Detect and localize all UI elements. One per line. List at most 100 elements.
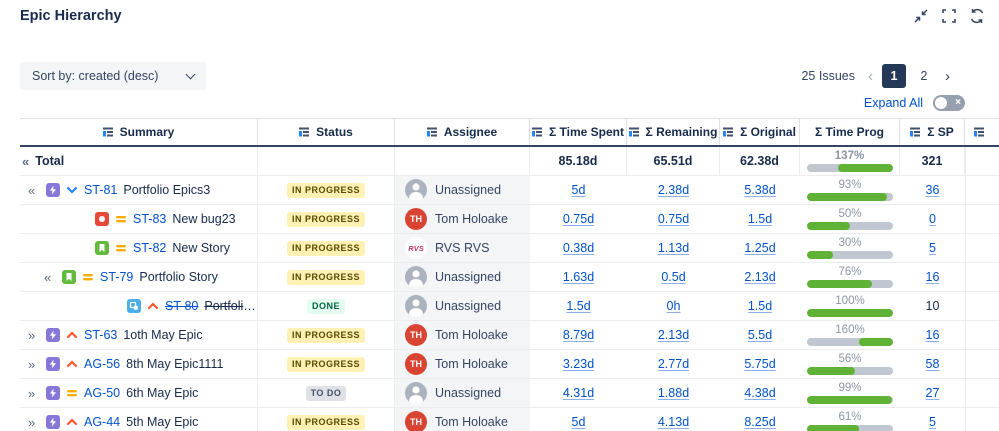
assignee-cell[interactable]: Unassigned [395, 292, 530, 320]
time-spent-link[interactable]: 1.5d [566, 299, 591, 313]
column-header[interactable]: Σ Remaining [627, 119, 720, 145]
next-page-button[interactable]: › [945, 67, 950, 85]
status-badge[interactable]: TO DO [305, 385, 347, 401]
column-header[interactable]: Assignee [395, 119, 530, 145]
remaining-link[interactable]: 0h [666, 299, 681, 313]
column-header[interactable]: Σ Original [720, 119, 800, 145]
time-spent-link[interactable]: 4.31d [562, 386, 595, 400]
status-badge[interactable]: IN PROGRESS [286, 240, 365, 256]
expand-collapse-chevron[interactable]: » [28, 385, 36, 401]
sort-by-dropdown[interactable]: Sort by: created (desc) [20, 62, 206, 90]
sp-value[interactable]: 16 [925, 328, 940, 342]
time-spent-link[interactable]: 1.63d [562, 270, 595, 284]
assignee-cell[interactable]: TH Tom Holoake [395, 350, 530, 378]
assignee-cell[interactable]: TH Tom Holoake [395, 205, 530, 233]
progress-percent-label: 76% [838, 266, 862, 278]
original-link[interactable]: 8.25d [744, 415, 776, 429]
expand-collapse-chevron[interactable]: « [44, 269, 52, 285]
expand-collapse-chevron[interactable]: « [28, 182, 36, 198]
column-header[interactable]: Σ SP [900, 119, 965, 145]
issue-key-link[interactable]: ST-79 [100, 270, 134, 284]
remaining-link[interactable]: 2.77d [657, 357, 690, 371]
sp-value[interactable]: 58 [925, 357, 940, 371]
sp-cell: 16 [900, 321, 965, 349]
assignee-cell[interactable] [395, 147, 530, 175]
original-link[interactable]: 5.75d [744, 357, 776, 371]
prev-page-button[interactable]: ‹ [868, 67, 873, 85]
expand-all-link[interactable]: Expand All [863, 96, 923, 110]
status-badge[interactable]: IN PROGRESS [286, 269, 365, 285]
status-badge[interactable]: IN PROGRESS [286, 356, 365, 372]
sp-value[interactable]: 0 [929, 212, 936, 226]
original-link[interactable]: 1.5d [747, 212, 773, 226]
avatar: TH [405, 411, 427, 431]
expand-collapse-chevron[interactable]: « [22, 153, 30, 169]
time-spent-link[interactable]: 0.75d [562, 212, 595, 226]
status-badge[interactable]: IN PROGRESS [286, 182, 365, 198]
original-link[interactable]: 5.5d [747, 328, 773, 342]
status-badge[interactable]: DONE [306, 298, 345, 314]
sp-value[interactable]: 36 [925, 183, 940, 197]
page-button-1[interactable]: 1 [882, 64, 906, 88]
priority-icon [66, 184, 78, 196]
column-header[interactable]: Σ Time Prog [800, 119, 900, 145]
issue-key-link[interactable]: AG-44 [84, 415, 121, 429]
remaining-link[interactable]: 1.13d [657, 241, 690, 255]
issue-key-link[interactable]: AG-50 [84, 386, 121, 400]
status-badge[interactable]: IN PROGRESS [286, 211, 365, 227]
collapse-icon[interactable] [913, 8, 929, 24]
expand-collapse-chevron[interactable]: » [28, 356, 36, 372]
assignee-cell[interactable]: Unassigned [395, 379, 530, 407]
assignee-name: Unassigned [435, 270, 502, 284]
remaining-link[interactable]: 2.38d [657, 183, 690, 197]
assignee-cell[interactable]: Unassigned [395, 176, 530, 204]
sp-value[interactable]: 16 [925, 270, 940, 284]
remaining-link[interactable]: 0.5d [661, 270, 686, 284]
progress-bar [807, 367, 893, 375]
original-link[interactable]: 1.25d [744, 241, 776, 255]
assignee-cell[interactable]: TH Tom Holoake [395, 408, 530, 431]
issue-type-icon [62, 270, 76, 284]
original-link[interactable]: 5.38d [744, 183, 776, 197]
avatar: RVS [405, 237, 427, 259]
expand-collapse-chevron[interactable]: » [28, 327, 36, 343]
original-link[interactable]: 1.5d [747, 299, 773, 313]
sp-value[interactable]: 27 [925, 386, 940, 400]
remaining-link[interactable]: 2.13d [657, 328, 690, 342]
column-header[interactable] [965, 119, 999, 145]
issue-key-link[interactable]: ST-81 [84, 183, 118, 197]
time-spent-link[interactable]: 5d [571, 183, 586, 197]
page-button-2[interactable]: 2 [920, 69, 928, 83]
expand-all-toggle[interactable]: × [933, 95, 965, 111]
column-header[interactable]: Summary [20, 119, 258, 145]
column-header[interactable]: Status [258, 119, 395, 145]
original-link[interactable]: 2.13d [744, 270, 776, 284]
original-link[interactable]: 4.38d [744, 386, 776, 400]
issue-key-link[interactable]: ST-80 [165, 299, 199, 313]
remaining-link[interactable]: 1.88d [657, 386, 690, 400]
remaining-link[interactable]: 0.75d [657, 212, 690, 226]
sp-value[interactable]: 5 [929, 241, 936, 255]
time-spent-link[interactable]: 5d [571, 415, 586, 429]
assignee-cell[interactable]: RVS RVS RVS [395, 234, 530, 262]
issue-key-link[interactable]: AG-56 [84, 357, 121, 371]
time-spent-link[interactable]: 3.23d [562, 357, 595, 371]
progress-percent-label: 30% [838, 237, 862, 249]
status-badge[interactable]: IN PROGRESS [286, 414, 365, 430]
time-spent-link[interactable]: 0.38d [562, 241, 595, 255]
column-header[interactable]: Σ Time Spent [530, 119, 627, 145]
expand-collapse-chevron[interactable]: » [28, 414, 36, 430]
issue-key-link[interactable]: ST-83 [133, 212, 167, 226]
assignee-cell[interactable]: TH Tom Holoake [395, 321, 530, 349]
time-spent-link[interactable]: 8.79d [562, 328, 595, 342]
remaining-link[interactable]: 4.13d [657, 415, 690, 429]
summary-cell: » AG-56 8th May Epic1111 [20, 350, 258, 378]
issue-key-link[interactable]: ST-82 [133, 241, 167, 255]
status-badge[interactable]: IN PROGRESS [286, 327, 365, 343]
refresh-icon[interactable] [969, 8, 985, 24]
fullscreen-icon[interactable] [941, 8, 957, 24]
sp-value[interactable]: 5 [929, 415, 936, 429]
page-title: Epic Hierarchy [20, 8, 122, 24]
issue-key-link[interactable]: ST-63 [84, 328, 118, 342]
assignee-cell[interactable]: Unassigned [395, 263, 530, 291]
